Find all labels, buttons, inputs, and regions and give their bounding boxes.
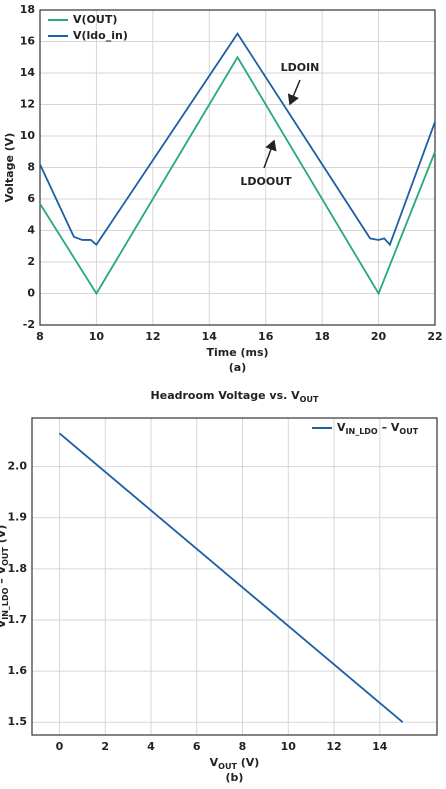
y-tick-label: -2: [23, 318, 35, 331]
x-tick-label: 10: [89, 330, 105, 343]
y-axis-label-part: – V: [0, 565, 8, 587]
x-tick-label: 6: [193, 740, 201, 753]
y-axis-label: Voltage (V): [3, 133, 16, 203]
chart-title-part: OUT: [300, 395, 319, 404]
y-tick-label: 8: [27, 161, 35, 174]
y-tick-label: 1.9: [8, 511, 28, 524]
legend-label: V(OUT): [73, 13, 117, 26]
y-tick-label: 1.5: [8, 715, 28, 728]
legend-label-part: – V: [378, 421, 400, 434]
y-tick-label: 14: [20, 66, 36, 79]
plot-frame: [31, 417, 438, 736]
annotation: LDOIN: [281, 61, 320, 74]
y-tick-label: 4: [27, 224, 35, 237]
x-tick-label: 4: [147, 740, 155, 753]
x-axis-label-part: OUT: [218, 762, 237, 771]
plot-frame: [39, 9, 436, 326]
legend-label-part: V: [337, 421, 346, 434]
legend-label-part: OUT: [399, 427, 418, 436]
series-line: [58, 432, 404, 723]
y-tick-label: 1.8: [8, 562, 28, 575]
legend-label: VIN_LDO – VOUT: [337, 421, 419, 436]
y-tick-label: 1.6: [8, 664, 28, 677]
series-line: [39, 55, 436, 296]
y-tick-label: 16: [20, 35, 36, 48]
annotation-arrow: [263, 139, 277, 169]
x-tick-label: 8: [36, 330, 44, 343]
x-tick-label: 12: [326, 740, 341, 753]
y-tick-label: 0: [27, 287, 35, 300]
y-axis-label-part: IN_LDO: [1, 587, 10, 619]
annotation: LDOOUT: [240, 175, 292, 188]
x-tick-label: 20: [371, 330, 387, 343]
y-axis-label-part: V: [0, 619, 8, 628]
x-tick-label: 8: [239, 740, 247, 753]
x-axis-label: VOUT (V): [210, 756, 260, 771]
x-axis-label-part: (V): [237, 756, 259, 769]
x-tick-label: 18: [314, 330, 329, 343]
legend-label: V(ldo_in): [73, 29, 128, 42]
x-tick-label: 2: [101, 740, 109, 753]
x-tick-label: 14: [372, 740, 388, 753]
annotation-arrow: [287, 79, 301, 106]
chart-title: Headroom Voltage vs. VOUT: [151, 389, 319, 404]
y-axis-label: VIN_LDO – VOUT (V): [0, 525, 10, 629]
x-tick-label: 0: [56, 740, 64, 753]
x-axis-label: Time (ms): [206, 346, 268, 359]
y-tick-label: 18: [20, 3, 35, 16]
x-tick-label: 22: [427, 330, 442, 343]
x-tick-label: 14: [202, 330, 218, 343]
x-axis-label-part: V: [210, 756, 219, 769]
x-tick-label: 10: [281, 740, 297, 753]
y-tick-label: 1.7: [8, 613, 28, 626]
y-tick-label: 2: [27, 255, 35, 268]
caption: (b): [226, 771, 244, 784]
y-tick-label: 6: [27, 192, 35, 205]
x-tick-label: 16: [258, 330, 274, 343]
y-tick-label: 10: [20, 129, 36, 142]
y-axis-label-part: (V): [0, 525, 8, 547]
x-tick-label: 12: [145, 330, 160, 343]
series-line: [39, 31, 436, 247]
y-tick-label: 12: [20, 98, 35, 111]
y-tick-label: 2.0: [8, 460, 28, 473]
caption: (a): [229, 361, 246, 374]
chart-title-part: Headroom Voltage vs. V: [151, 389, 301, 402]
y-axis-label-part: OUT: [1, 547, 10, 566]
legend-label-part: IN_LDO: [346, 427, 378, 436]
